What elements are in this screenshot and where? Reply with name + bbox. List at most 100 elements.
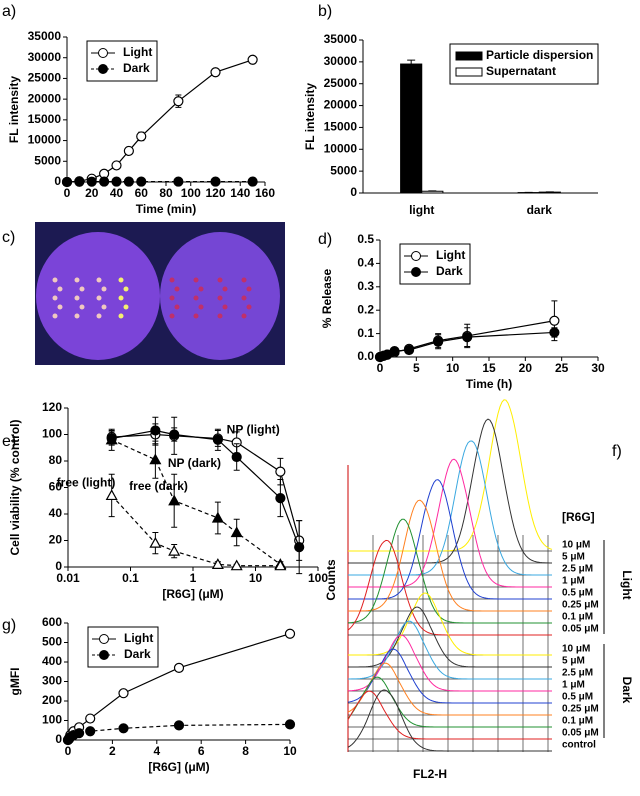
y-tick-label: 200	[42, 693, 62, 707]
bar	[401, 64, 422, 193]
y-axis-title: % Release	[320, 268, 334, 328]
dot	[194, 314, 199, 319]
y-tick-label: 100	[42, 427, 62, 441]
row-label: 5 μM	[562, 656, 585, 667]
marker	[213, 513, 223, 522]
y-tick-label: 5000	[34, 153, 61, 167]
row-label: 10 μM	[562, 540, 590, 551]
marker	[286, 720, 295, 729]
histogram-curve	[348, 677, 552, 727]
marker	[276, 494, 285, 503]
x-tick-label: 0.01	[56, 571, 80, 585]
marker	[276, 467, 285, 476]
marker	[248, 177, 257, 186]
panel-label: e)	[2, 433, 16, 450]
marker	[63, 178, 72, 187]
dot	[119, 278, 124, 283]
marker	[463, 333, 472, 342]
series-annotation: NP (light)	[227, 423, 280, 437]
marker	[151, 426, 160, 435]
x-tick-label: 30	[591, 361, 605, 375]
marker	[286, 629, 295, 638]
marker	[174, 177, 183, 186]
dot	[124, 305, 129, 310]
legend-label: Light	[124, 631, 153, 645]
y-tick-label: 0.2	[357, 302, 374, 316]
dot	[97, 296, 102, 301]
x-tick-label: 6	[198, 744, 205, 758]
histogram-curve	[348, 419, 552, 563]
x-tick-label: 5	[413, 361, 420, 375]
legend-label: Dark	[124, 647, 151, 661]
x-tick-label: 100	[181, 186, 201, 200]
marker	[75, 177, 84, 186]
y-tick-label: 0	[55, 732, 62, 746]
marker	[119, 724, 128, 733]
dot	[58, 287, 63, 292]
group-label: Light	[620, 570, 634, 599]
row-label: 0.05 μM	[562, 624, 599, 635]
marker	[150, 455, 160, 464]
marker	[232, 528, 242, 537]
marker	[434, 337, 443, 346]
legend-marker	[99, 49, 108, 58]
y-tick-label: 30000	[324, 54, 358, 68]
legend-label: Light	[436, 248, 465, 262]
legend-label: Dark	[436, 264, 463, 278]
y-tick-label: 15000	[324, 120, 358, 134]
x-tick-label: 20	[519, 361, 533, 375]
y-tick-label: 40	[49, 506, 63, 520]
dot	[223, 287, 228, 292]
histogram-curve	[348, 480, 552, 599]
row-label: 0.25 μM	[562, 704, 599, 715]
x-tick-label: dark	[527, 203, 553, 217]
series-annotation: free (dark)	[129, 479, 188, 493]
dot	[97, 278, 102, 283]
marker	[124, 177, 133, 186]
x-tick-label: light	[409, 203, 434, 217]
dot	[247, 287, 252, 292]
x-tick-label: 60	[135, 186, 149, 200]
y-axis-title: FL intensity	[303, 83, 317, 150]
y-tick-label: 0.4	[357, 256, 374, 270]
x-tick-label: 40	[110, 186, 124, 200]
dot	[218, 296, 223, 301]
x-tick-label: 0.1	[122, 571, 139, 585]
dot	[175, 287, 180, 292]
row-label: 1 μM	[562, 680, 585, 691]
x-axis-title: [R6G] (μM)	[162, 587, 223, 601]
x-axis-title: Time (h)	[466, 377, 512, 391]
y-tick-label: 10000	[28, 133, 62, 147]
dot	[242, 296, 247, 301]
legend-marker	[100, 635, 109, 644]
dot	[53, 314, 58, 319]
y-tick-label: 400	[42, 654, 62, 668]
series-annotation: NP (dark)	[168, 456, 221, 470]
y-tick-label: 0.5	[357, 232, 374, 246]
legend-label: Dark	[123, 61, 150, 75]
x-tick-label: 80	[159, 186, 173, 200]
dot	[58, 305, 63, 310]
panel-label: d)	[318, 231, 332, 248]
row-label: 5 μM	[562, 552, 585, 563]
x-tick-label: 1	[190, 571, 197, 585]
y-tick-label: 0.0	[357, 349, 374, 363]
marker	[137, 132, 146, 141]
x-tick-label: 0	[64, 186, 71, 200]
dot	[80, 305, 85, 310]
row-label: 0.5 μM	[562, 692, 593, 703]
legend-swatch	[456, 68, 482, 76]
dot	[53, 296, 58, 301]
y-tick-label: 0	[54, 174, 61, 188]
marker	[211, 177, 220, 186]
dot	[170, 296, 175, 301]
y-tick-label: 25000	[28, 71, 62, 85]
row-label: 0.5 μM	[562, 588, 593, 599]
row-label: control	[562, 740, 596, 751]
dot	[53, 278, 58, 283]
marker	[232, 561, 242, 570]
y-tick-label: 30000	[28, 50, 62, 64]
row-label: 0.1 μM	[562, 612, 593, 623]
y-tick-label: 600	[42, 615, 62, 629]
